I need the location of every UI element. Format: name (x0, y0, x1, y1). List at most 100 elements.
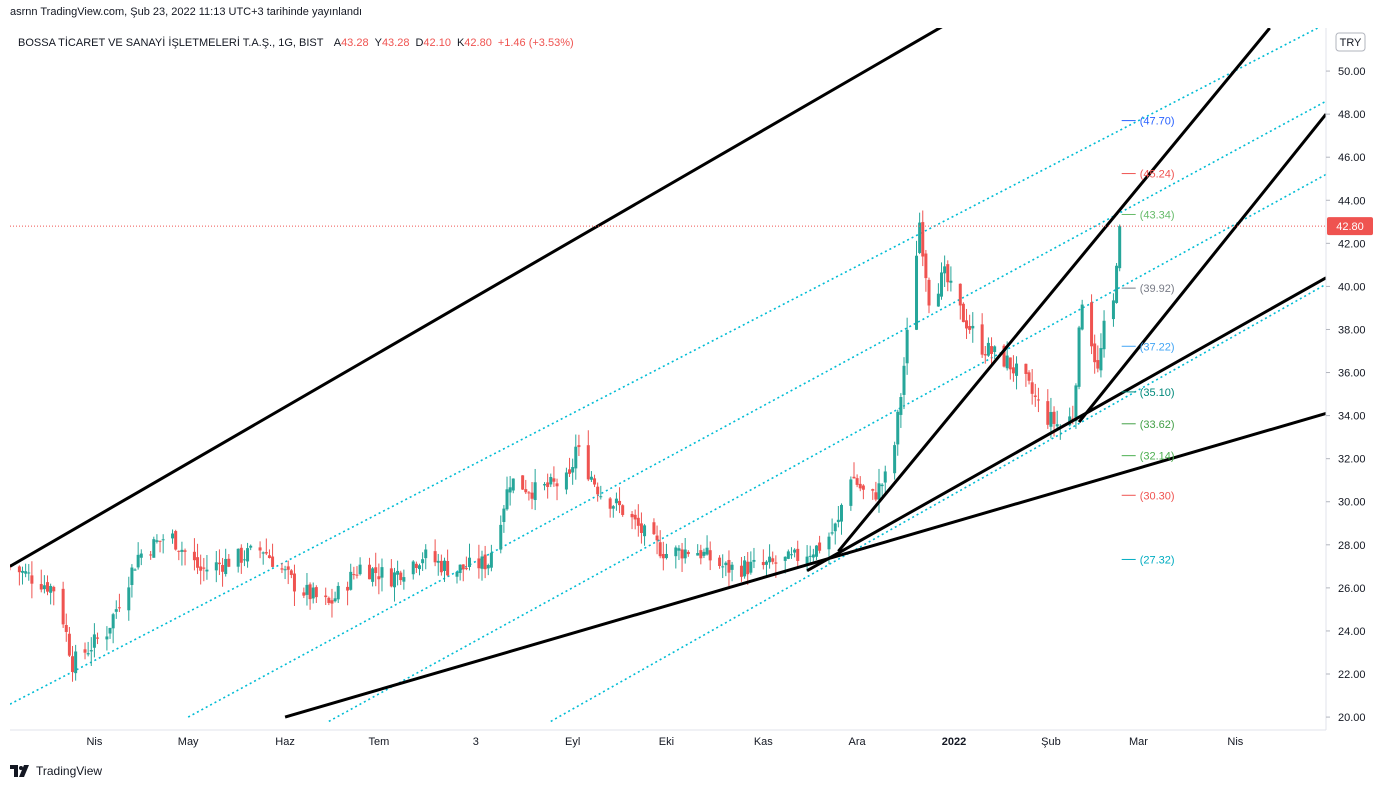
candle-body (1115, 265, 1119, 303)
candle-body (761, 562, 765, 566)
last-price-label: 42.80 (1336, 221, 1364, 233)
candle-body (639, 523, 643, 533)
fib-level-label: (43.34) (1140, 209, 1175, 221)
candle-body (261, 552, 265, 554)
candle-body (680, 549, 684, 559)
candle-body (458, 564, 462, 574)
candle-body (89, 650, 93, 652)
candle-body (621, 505, 625, 515)
candle-body (968, 326, 972, 330)
fib-level-label: (32.14) (1140, 451, 1175, 463)
candle-body (30, 575, 34, 584)
candle-body (74, 651, 78, 674)
candle-body (242, 559, 246, 561)
candle-body (1027, 372, 1031, 381)
candle-body (949, 280, 953, 283)
candle-body (661, 553, 665, 559)
candle-body (527, 492, 531, 494)
fib-level-label: (27.32) (1140, 554, 1175, 566)
ohlc-value: 42.10 (423, 37, 451, 49)
candle-body (439, 560, 443, 573)
candle-body (1036, 399, 1040, 401)
candle-body (861, 485, 865, 490)
candle-body (177, 550, 181, 552)
candle-body (367, 564, 371, 580)
candle-body (158, 540, 162, 542)
candle-body (468, 557, 472, 567)
candle-body (858, 483, 862, 489)
candle-body (214, 562, 218, 571)
candle-body (827, 536, 831, 550)
candle-body (380, 567, 384, 578)
candle-body (371, 568, 375, 582)
candle-body (286, 566, 290, 570)
candle-body (264, 552, 268, 554)
candle-body (224, 558, 228, 575)
candle-body (1093, 343, 1097, 363)
candle-body (1005, 355, 1009, 369)
candle-body (61, 588, 65, 625)
candle-body (136, 554, 140, 568)
candle-body (464, 568, 468, 570)
candle-body (511, 478, 515, 491)
candle-body (552, 478, 556, 482)
plot-area[interactable] (10, 28, 1326, 730)
candle-body (505, 489, 509, 510)
candle-body (699, 550, 703, 559)
candle-body (915, 255, 919, 330)
candle-body (571, 467, 575, 473)
candle-body (655, 535, 659, 541)
candle-body (574, 446, 578, 469)
candle-body (752, 559, 756, 562)
candle-body (133, 569, 137, 571)
candle-body (718, 557, 722, 566)
candle-body (111, 614, 115, 629)
currency-badge[interactable]: TRY (1335, 32, 1366, 52)
candle-body (971, 325, 975, 329)
x-tick-label: Nis (1227, 736, 1243, 748)
footer-brand: TradingView (36, 764, 103, 778)
y-tick-label: 50.00 (1338, 66, 1366, 78)
candle-body (918, 222, 922, 253)
candle-body (727, 559, 731, 573)
candle-body (280, 568, 284, 570)
ohlc-value: 43.28 (382, 37, 410, 49)
candle-body (127, 587, 131, 611)
candle-body (852, 476, 856, 479)
trend-lines (10, 28, 1326, 719)
x-tick-label: Haz (275, 736, 295, 748)
x-tick-label: Eki (659, 736, 674, 748)
x-tick-label: May (178, 736, 199, 748)
ohlc-key: D (415, 37, 423, 49)
candle-body (643, 525, 647, 537)
candle-body (961, 303, 965, 323)
candle-body (27, 572, 31, 574)
candle-body (555, 483, 559, 487)
candle-body (114, 609, 118, 612)
candle-body (546, 482, 550, 487)
candle-body (196, 557, 200, 568)
candle-body (721, 566, 725, 568)
candle-body (86, 653, 90, 655)
candle-body (618, 500, 622, 506)
candle-body (46, 582, 50, 592)
candle-body (658, 542, 662, 557)
candle-body (1011, 367, 1015, 374)
candle-body (786, 551, 790, 559)
footer[interactable]: TradingView (10, 764, 102, 778)
candle-body (614, 498, 618, 504)
candle-body (674, 547, 678, 557)
candle-body (830, 532, 834, 534)
candle-body (965, 320, 969, 329)
y-tick-label: 42.00 (1338, 238, 1366, 250)
candle-body (483, 554, 487, 570)
candle-body (249, 545, 253, 548)
ohlc-value: 43.28 (341, 37, 369, 49)
candle-body (39, 584, 43, 590)
last-price-badge: 42.80 (1327, 217, 1373, 236)
candle-body (271, 556, 275, 567)
y-tick-label: 24.00 (1338, 626, 1366, 638)
candle-body (108, 627, 112, 634)
